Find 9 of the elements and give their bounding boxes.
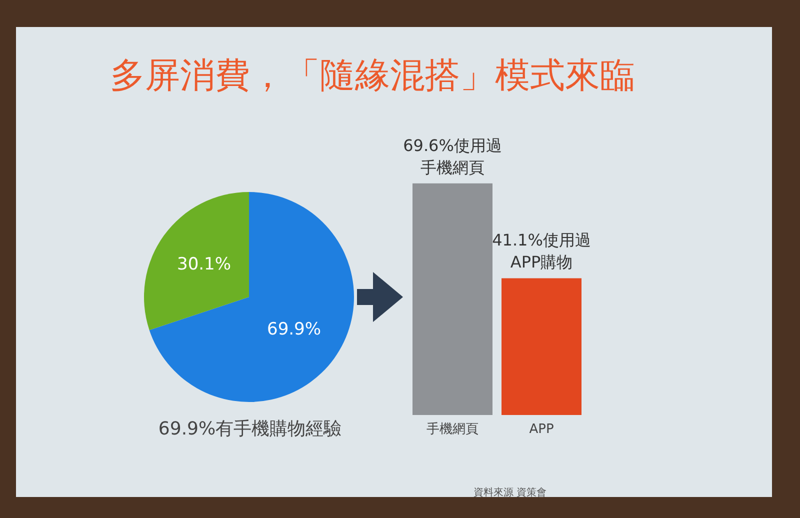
data-label: 69.9%	[266, 319, 322, 340]
text: 69.9%有手機購物經驗	[158, 418, 342, 440]
source-note: 資料來源 資策會	[473, 486, 547, 498]
data-label: 69.6%使用過手機網頁	[403, 136, 502, 177]
x-tick-label: 手機網頁	[426, 422, 478, 437]
chart-title: 多屏消費，「隨緣混搭」模式來臨	[109, 55, 636, 98]
data-label: 30.1%	[176, 254, 232, 275]
data-label: 41.1%使用過APP購物	[492, 230, 591, 272]
x-tick-label: APP	[529, 422, 554, 437]
